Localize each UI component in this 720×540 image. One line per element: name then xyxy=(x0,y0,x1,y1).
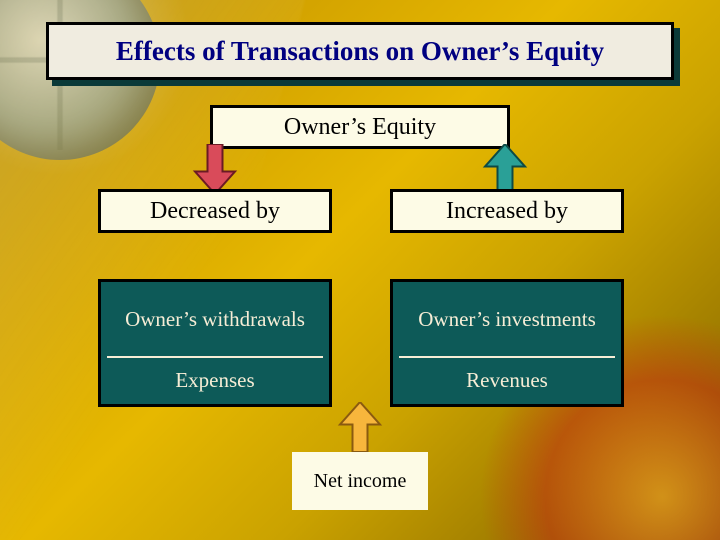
revenues-label: Revenues xyxy=(466,368,548,393)
expenses-cell: Expenses xyxy=(101,356,329,404)
increased-panel: Owner’s investments Revenues xyxy=(390,279,624,407)
decreased-panel: Owner’s withdrawals Expenses xyxy=(98,279,332,407)
owners-equity-label: Owner’s Equity xyxy=(284,114,436,141)
net-income-label: Net income xyxy=(314,470,407,493)
slide-title: Effects of Transactions on Owner’s Equit… xyxy=(46,22,674,80)
owners-investments-label: Owner’s investments xyxy=(418,307,596,332)
owners-equity-box: Owner’s Equity xyxy=(210,105,510,149)
expenses-label: Expenses xyxy=(175,368,254,393)
increase-arrow-icon xyxy=(480,144,530,194)
decrease-arrow-icon xyxy=(190,144,240,194)
net-income-arrow-icon xyxy=(335,402,385,452)
decreased-by-box: Decreased by xyxy=(98,189,332,233)
decreased-by-label: Decreased by xyxy=(150,198,280,225)
increased-by-label: Increased by xyxy=(446,198,568,225)
net-income-box: Net income xyxy=(292,452,428,510)
slide-title-text: Effects of Transactions on Owner’s Equit… xyxy=(116,36,604,67)
owners-investments-cell: Owner’s investments xyxy=(393,282,621,356)
increased-by-box: Increased by xyxy=(390,189,624,233)
owners-withdrawals-cell: Owner’s withdrawals xyxy=(101,282,329,356)
owners-withdrawals-label: Owner’s withdrawals xyxy=(125,307,305,332)
revenues-cell: Revenues xyxy=(393,356,621,404)
